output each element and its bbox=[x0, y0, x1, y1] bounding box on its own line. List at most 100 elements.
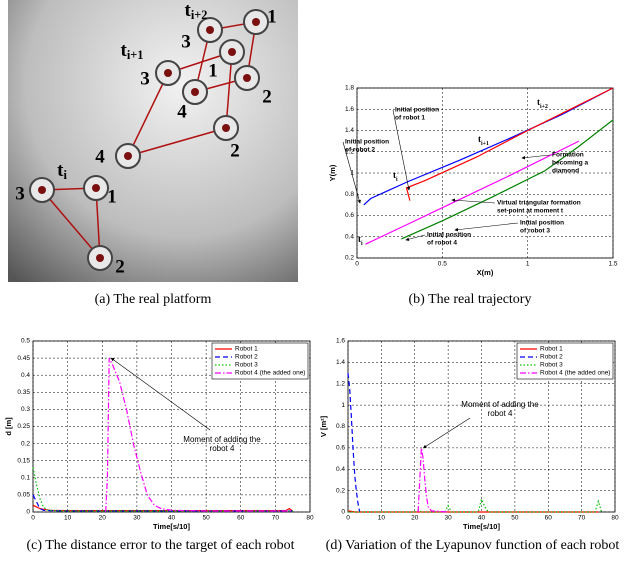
x-tick-label: 50 bbox=[511, 515, 519, 522]
photo-label: 1 bbox=[208, 60, 218, 81]
legend-label: Robot 3 bbox=[540, 362, 563, 369]
robot-center bbox=[124, 152, 132, 160]
annotation: Initial position bbox=[345, 139, 389, 146]
photo-label: 2 bbox=[262, 86, 272, 107]
y-tick-label: 0.2 bbox=[21, 440, 30, 447]
photo-label: 2 bbox=[230, 140, 240, 161]
time-label-sub: i+2 bbox=[540, 104, 548, 110]
x-tick-label: 70 bbox=[272, 515, 280, 522]
robot-center bbox=[164, 69, 172, 77]
y-tick-label: 1.6 bbox=[345, 106, 354, 113]
x-tick-label: 10 bbox=[378, 515, 386, 522]
annotation: Virtual triangular formation bbox=[497, 200, 581, 207]
caption: (a) The real platform bbox=[8, 291, 298, 309]
x-tick-label: 60 bbox=[237, 515, 245, 522]
x-tick-label: 20 bbox=[99, 515, 107, 522]
annotation: Initial position bbox=[395, 107, 439, 114]
robot-center bbox=[243, 74, 251, 82]
plot: 0102030405060708000.050.10.150.20.250.30… bbox=[4, 338, 314, 531]
x-tick-label: 0.5 bbox=[438, 261, 447, 268]
y-axis-label: V [m²] bbox=[319, 415, 328, 437]
y-tick-label: 0.4 bbox=[336, 466, 345, 473]
x-tick-label: 10 bbox=[64, 515, 72, 522]
legend-label: Robot 4 (the added one) bbox=[540, 370, 610, 377]
robot-center bbox=[206, 26, 214, 34]
y-tick-label: 0.6 bbox=[345, 212, 354, 219]
y-tick-label: 0.3 bbox=[21, 406, 30, 413]
legend-label: Robot 1 bbox=[540, 346, 563, 353]
photo-label: 2 bbox=[115, 256, 125, 277]
x-tick-label: 20 bbox=[411, 515, 419, 522]
robot-center bbox=[191, 88, 199, 96]
page: ti132423ti+1413ti+21200.511.50.20.40.60.… bbox=[0, 0, 625, 579]
legend-label: Robot 4 (the added one) bbox=[235, 370, 305, 377]
y-tick-label: 1.8 bbox=[345, 85, 354, 92]
photo-label: 1 bbox=[107, 186, 117, 207]
photo-label: 1 bbox=[267, 6, 277, 27]
y-tick-label: 0.2 bbox=[345, 255, 354, 262]
annotation: Moment of adding the bbox=[183, 435, 261, 444]
annotation: robot 4 bbox=[488, 409, 513, 418]
legend-label: Robot 1 bbox=[235, 346, 258, 353]
y-tick-label: 0.5 bbox=[21, 338, 30, 345]
annotation: robot 4 bbox=[210, 444, 235, 453]
robot-center bbox=[228, 48, 236, 56]
y-tick-label: 0.15 bbox=[17, 457, 30, 464]
y-tick-label: 0.35 bbox=[17, 389, 30, 396]
annotation: Moment of adding the bbox=[461, 400, 539, 409]
y-tick-label: 0.8 bbox=[345, 191, 354, 198]
x-tick-label: 30 bbox=[133, 515, 141, 522]
annotation: Formation bbox=[552, 152, 584, 159]
annotation: set-point at moment t bbox=[497, 208, 564, 215]
x-tick-label: 30 bbox=[445, 515, 453, 522]
photo-label: 4 bbox=[95, 146, 105, 167]
x-tick-label: 40 bbox=[478, 515, 486, 522]
x-tick-label: 70 bbox=[578, 515, 586, 522]
x-tick-label: 50 bbox=[203, 515, 211, 522]
robot-center bbox=[222, 124, 230, 132]
x-tick-label: 1 bbox=[526, 261, 530, 268]
robot-center bbox=[38, 186, 46, 194]
x-tick-label: 40 bbox=[168, 515, 176, 522]
annotation: of robot 2 bbox=[345, 147, 375, 154]
annotation: becoming a bbox=[552, 160, 589, 167]
photo-label: 4 bbox=[177, 101, 187, 122]
y-axis-label: Y(m) bbox=[328, 164, 337, 181]
y-tick-label: 1 bbox=[341, 402, 345, 409]
robot-center bbox=[252, 18, 260, 26]
legend-label: Robot 2 bbox=[540, 354, 563, 361]
y-tick-label: 0.4 bbox=[21, 372, 30, 379]
robot-center bbox=[92, 184, 100, 192]
photo bbox=[8, 0, 298, 282]
y-tick-label: 0.25 bbox=[17, 423, 30, 430]
y-tick-label: 0.05 bbox=[17, 492, 30, 499]
x-tick-label: 60 bbox=[545, 515, 553, 522]
caption: (d) Variation of the Lyapunov function o… bbox=[325, 537, 620, 555]
legend-label: Robot 3 bbox=[235, 362, 258, 369]
figure: ti132423ti+1413ti+21200.511.50.20.40.60.… bbox=[0, 0, 625, 579]
y-tick-label: 0 bbox=[341, 509, 345, 516]
y-tick-label: 1.4 bbox=[336, 359, 345, 366]
y-tick-label: 1.2 bbox=[336, 380, 345, 387]
x-tick-label: 80 bbox=[611, 515, 619, 522]
x-tick-label: 0 bbox=[31, 515, 35, 522]
annotation: diamond bbox=[552, 168, 579, 175]
y-axis-label: d [m] bbox=[4, 417, 13, 436]
x-tick-label: 0 bbox=[346, 515, 350, 522]
y-tick-label: 0.45 bbox=[17, 355, 30, 362]
photo-label-sub: i+1 bbox=[127, 48, 144, 62]
x-axis-label: X(m) bbox=[477, 268, 494, 277]
x-axis-label: Time[s/10] bbox=[463, 522, 500, 531]
photo-label: 3 bbox=[140, 68, 150, 89]
annotation: of robot 3 bbox=[520, 228, 550, 235]
photo-label-sub: i bbox=[63, 168, 67, 182]
y-tick-label: 0.1 bbox=[21, 475, 30, 482]
legend-label: Robot 2 bbox=[235, 354, 258, 361]
caption: (b) The real trajectory bbox=[320, 291, 620, 309]
y-tick-label: 1.4 bbox=[345, 127, 354, 134]
y-tick-label: 0.2 bbox=[336, 487, 345, 494]
annotation: Initial position bbox=[427, 232, 471, 239]
y-tick-label: 0.4 bbox=[345, 233, 354, 240]
